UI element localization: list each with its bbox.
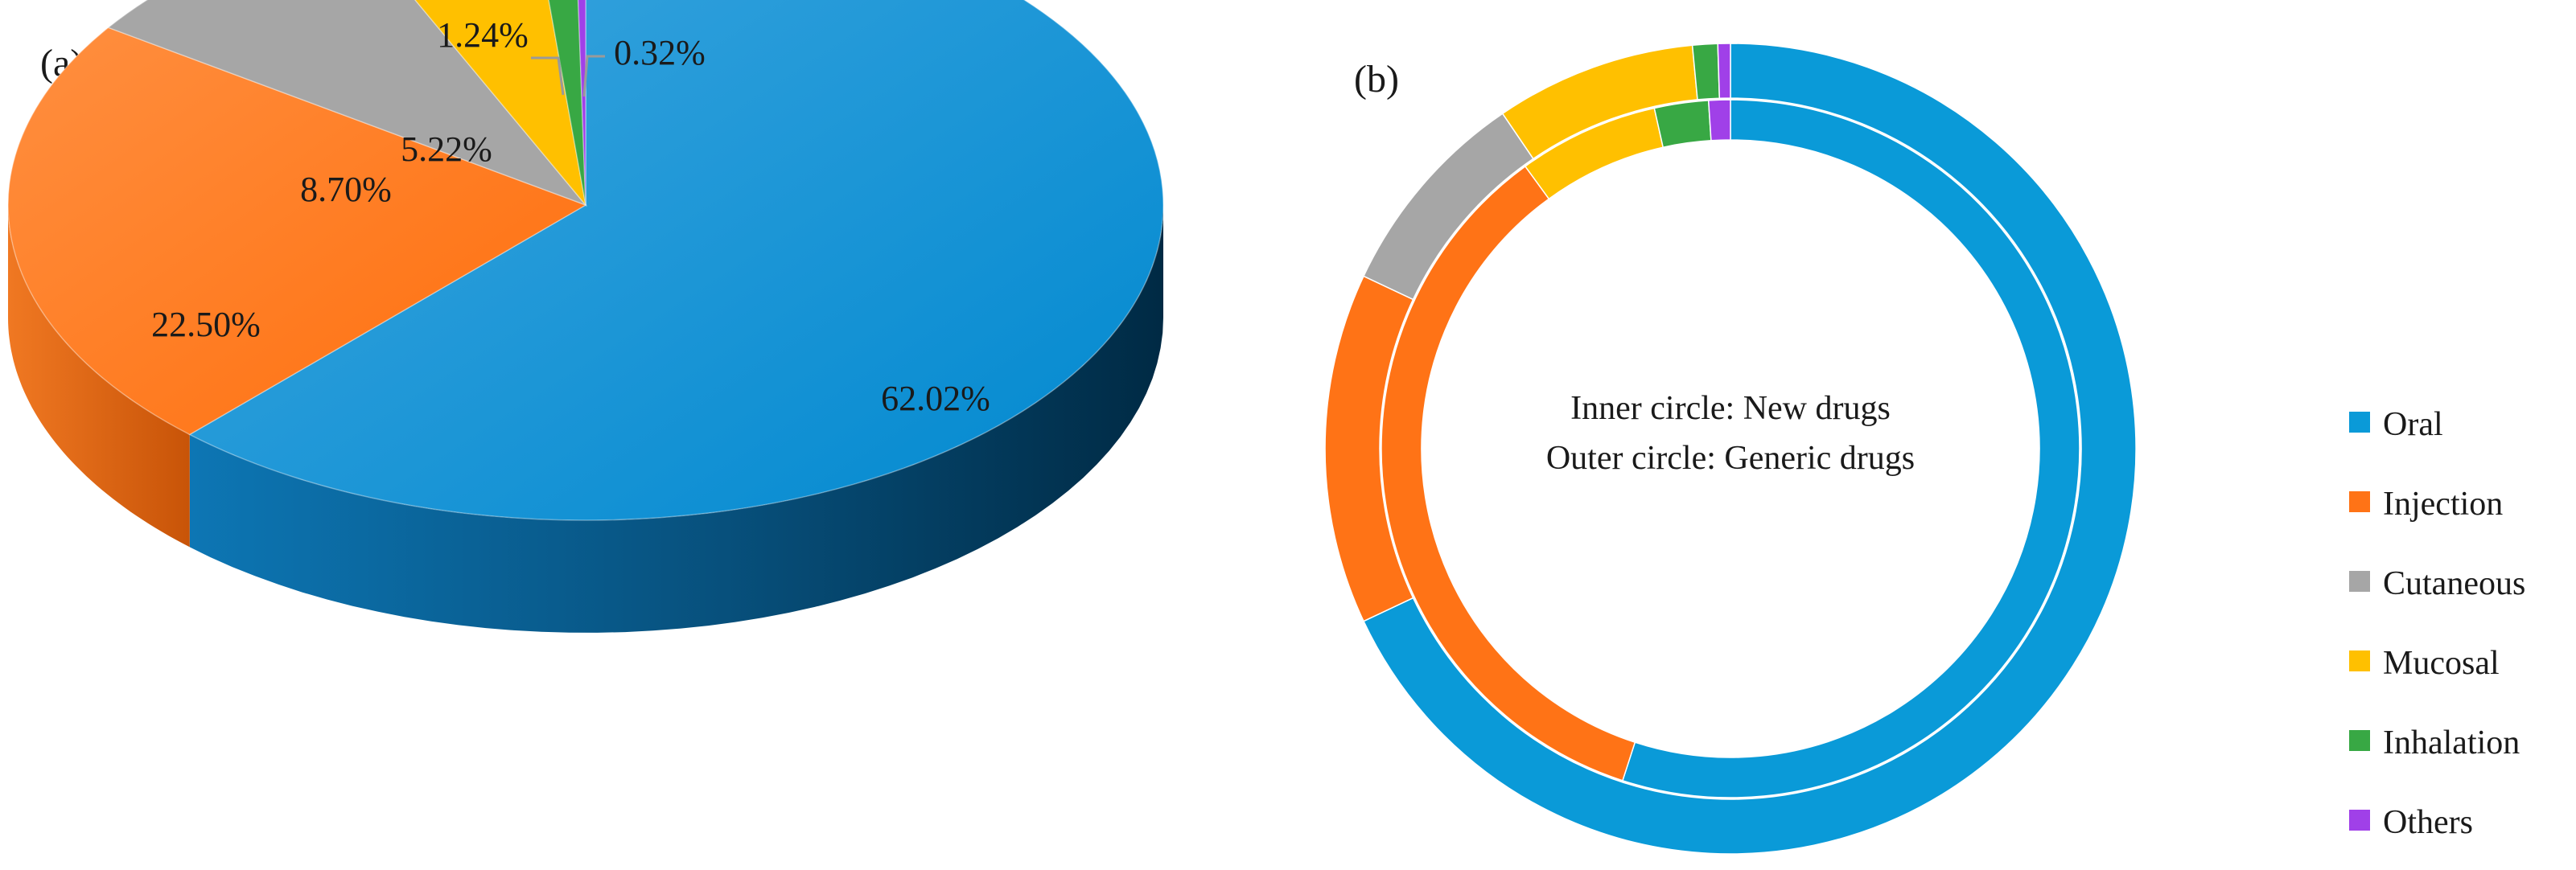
pie-slice-others (577, 0, 586, 206)
legend-swatch-mucosal (2349, 650, 2370, 671)
pie-label-others: 0.32% (614, 33, 706, 72)
legend-swatch-cutaneous (2349, 571, 2370, 592)
donut-annotation-line2: Outer circle: Generic drugs (1546, 440, 1915, 477)
pie-slice-injection (7, 27, 587, 436)
inner-ring-segment-inhalation (1653, 100, 1712, 149)
pie-slice-mucosal (414, 0, 587, 207)
outer-ring-segment-inhalation (1691, 43, 1721, 101)
inner-ring-segment-oral (1621, 99, 2080, 798)
pie-label-cutaneous: 8.70% (300, 170, 392, 209)
panel-a: (a) 62.02%22.50%8.70%5.22%1.24% 0.32% (7, 0, 1164, 633)
pie-label-injection: 22.50% (151, 305, 261, 344)
legend-swatch-oral (2349, 412, 2370, 433)
legend: Oral Injection Cutaneous Mucosal Inhalation O… (2349, 406, 2525, 841)
pie-3d-side-walls (8, 205, 1163, 633)
donut-inner-ring (1381, 99, 2080, 798)
donut-outer-ring (1324, 43, 2137, 855)
pie-3d-data-labels: 62.02% 22.50% 8.70%5.22% 1.24% 0.32% (151, 15, 990, 418)
legend-label-others: Others (2383, 804, 2473, 841)
legend-swatch-injection (2349, 491, 2370, 512)
pie-slice-cutaneous (107, 0, 588, 207)
pie-3d-leader-lines (531, 55, 605, 97)
pie-label-oral: 62.02% (881, 379, 990, 418)
inner-ring-segment-others (1707, 99, 1731, 142)
pie-side-injection (8, 205, 190, 548)
panel-b: (b) Inner circle: New drugs Outer circle… (1324, 43, 2137, 855)
outer-ring-segment-others (1717, 43, 1731, 99)
pie-side-oral (189, 205, 1163, 633)
pie-label-inhalation: 1.24% (437, 15, 529, 55)
pie-slice-inhalation (548, 0, 586, 206)
panel-b-label: (b) (1354, 58, 1399, 101)
legend-label-oral: Oral (2383, 406, 2443, 443)
legend-label-mucosal: Mucosal (2383, 645, 2500, 682)
pie-slice-oral (188, 0, 1164, 521)
pie-label-mucosal: 5.22% (401, 129, 492, 169)
donut-annotation-line1: Inner circle: New drugs (1570, 390, 1891, 427)
outer-ring-segment-oral (1363, 43, 2137, 855)
legend-label-injection: Injection (2383, 486, 2503, 523)
legend-swatch-others (2349, 810, 2370, 831)
leader-line-inhalation (531, 56, 565, 96)
leader-line-others (582, 55, 605, 97)
legend-swatch-inhalation (2349, 730, 2370, 751)
legend-label-cutaneous: Cutaneous (2383, 565, 2525, 602)
legend-label-inhalation: Inhalation (2383, 724, 2520, 761)
pie-3d-top-slices (7, 0, 1164, 521)
